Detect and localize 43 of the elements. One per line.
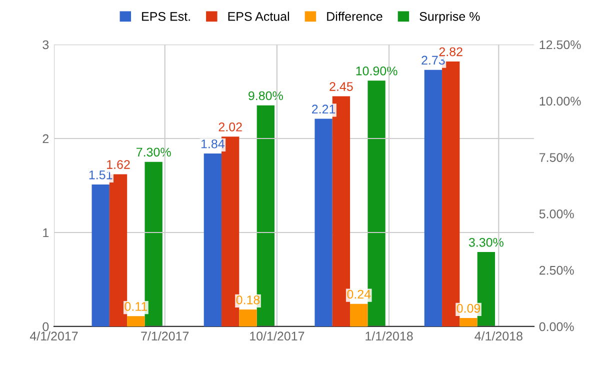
- data-label: 3.30%: [468, 238, 504, 247]
- x-tick-label: 4/1/2018: [474, 331, 522, 341]
- bar: [424, 70, 442, 326]
- bar: [350, 304, 368, 326]
- y2-tick-label: 10.00%: [540, 96, 581, 106]
- y-tick-label: 2: [42, 134, 49, 144]
- bar: [92, 184, 110, 326]
- data-label: 2.73: [422, 56, 445, 65]
- bar: [460, 318, 478, 326]
- data-label: 0.18: [236, 295, 260, 304]
- legend-label: Difference: [327, 12, 382, 21]
- data-label: 0.09: [456, 304, 480, 313]
- y-tick-label: 0: [42, 322, 49, 332]
- data-label: 2.02: [218, 122, 242, 132]
- data-label: 0.24: [347, 290, 371, 299]
- bar: [314, 118, 332, 326]
- y-tick-label: 1: [43, 228, 49, 238]
- x-tick-label: 1/1/2018: [366, 331, 413, 341]
- legend-label: EPS Actual: [228, 12, 290, 21]
- data-label: 7.30%: [136, 148, 171, 157]
- data-label: 2.45: [330, 82, 353, 91]
- x-tick-label: 10/1/2017: [250, 331, 304, 341]
- data-label: 1.62: [107, 160, 130, 169]
- x-tick-label: 4/1/2017: [30, 331, 78, 341]
- y2-tick-label: 7.50%: [540, 153, 574, 162]
- bar: [127, 316, 145, 326]
- data-label: 10.90%: [356, 66, 398, 76]
- bar: [239, 310, 257, 326]
- x-tick-label: 7/1/2017: [141, 331, 189, 341]
- y2-tick-label: 12.50%: [540, 40, 581, 50]
- data-label: 1.84: [201, 139, 224, 148]
- y2-tick-label: 0.00%: [539, 322, 574, 332]
- legend-label: Surprise %: [420, 12, 480, 24]
- data-label: 1.51: [89, 170, 112, 180]
- y2-tick-label: 2.50%: [539, 266, 574, 275]
- bar: [204, 154, 222, 326]
- y-tick-label: 3: [42, 40, 49, 50]
- data-label: 2.21: [312, 104, 336, 114]
- legend-label: EPS Est.: [142, 12, 190, 21]
- data-label: 0.11: [124, 302, 148, 311]
- data-label: 2.82: [439, 47, 462, 56]
- y2-tick-label: 5.00%: [539, 209, 574, 218]
- data-label: 9.80%: [248, 91, 283, 100]
